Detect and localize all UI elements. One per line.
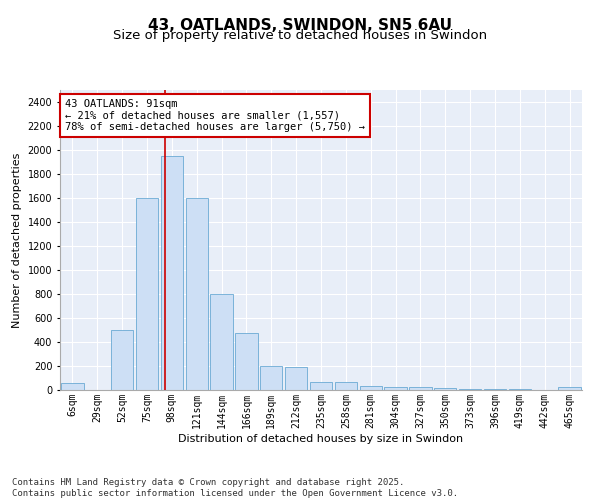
Bar — [385, 387, 407, 390]
Bar — [409, 387, 431, 390]
Text: 43 OATLANDS: 91sqm
← 21% of detached houses are smaller (1,557)
78% of semi-deta: 43 OATLANDS: 91sqm ← 21% of detached hou… — [65, 99, 365, 132]
X-axis label: Distribution of detached houses by size in Swindon: Distribution of detached houses by size … — [178, 434, 464, 444]
Bar — [185, 198, 208, 390]
Bar — [434, 388, 457, 390]
Bar — [559, 387, 581, 390]
Bar — [211, 294, 233, 390]
Bar — [310, 382, 332, 390]
Bar — [235, 333, 257, 390]
Bar — [335, 382, 357, 390]
Bar — [484, 389, 506, 390]
Text: Contains HM Land Registry data © Crown copyright and database right 2025.
Contai: Contains HM Land Registry data © Crown c… — [12, 478, 458, 498]
Bar — [285, 366, 307, 390]
Y-axis label: Number of detached properties: Number of detached properties — [12, 152, 22, 328]
Bar — [260, 366, 283, 390]
Text: Size of property relative to detached houses in Swindon: Size of property relative to detached ho… — [113, 29, 487, 42]
Bar — [459, 389, 481, 390]
Bar — [136, 198, 158, 390]
Bar — [359, 386, 382, 390]
Bar — [111, 330, 133, 390]
Bar — [161, 156, 183, 390]
Bar — [61, 383, 83, 390]
Text: 43, OATLANDS, SWINDON, SN5 6AU: 43, OATLANDS, SWINDON, SN5 6AU — [148, 18, 452, 32]
